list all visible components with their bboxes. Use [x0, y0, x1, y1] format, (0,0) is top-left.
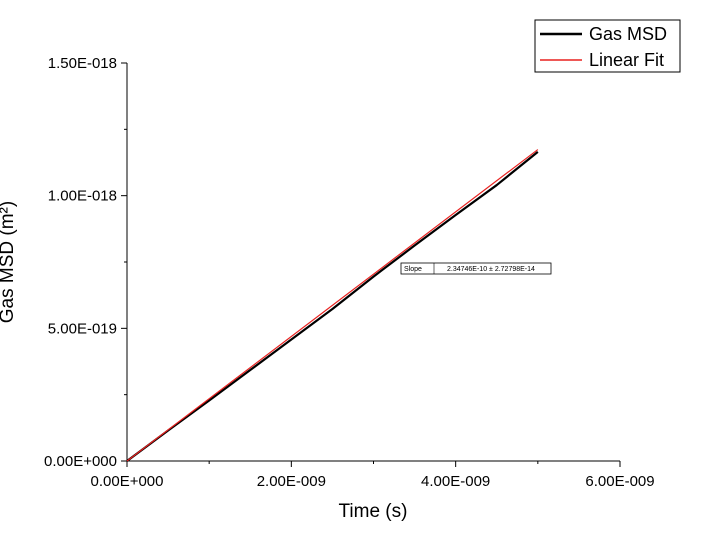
x-tick-label: 6.00E-009 — [585, 473, 654, 490]
y-tick-label: 0.00E+000 — [44, 453, 117, 470]
slope-table-box — [400, 262, 552, 275]
x-tick-label: 0.00E+000 — [91, 473, 164, 490]
slope-table: Slope 2.34746E-10 ± 2.72798E-14 — [400, 262, 552, 275]
y-tick-label: 1.00E-018 — [48, 188, 117, 205]
y-tick-label: 1.50E-018 — [48, 55, 117, 72]
legend: Gas MSD Linear Fit — [534, 19, 681, 73]
x-tick-label: 2.00E-009 — [257, 473, 326, 490]
slope-table-label: Slope — [404, 266, 422, 273]
x-axis-title: Time (s) — [339, 501, 408, 522]
legend-box — [534, 19, 681, 73]
y-ticks: 0.00E+000 5.00E-019 1.00E-018 1.50E-018 — [44, 55, 127, 470]
legend-label-linear-fit: Linear Fit — [589, 50, 664, 70]
slope-table-value: 2.34746E-10 ± 2.72798E-14 — [447, 266, 535, 273]
series-line-linear-fit — [126, 149, 539, 462]
series-layer — [126, 149, 539, 462]
series-line-gas-msd — [126, 151, 539, 462]
x-tick-label: 4.00E-009 — [421, 473, 490, 490]
x-ticks: 0.00E+000 2.00E-009 4.00E-009 6.00E-009 — [91, 461, 655, 490]
legend-label-gas-msd: Gas MSD — [589, 24, 667, 44]
y-axis-title: Gas MSD (m²) — [0, 201, 18, 323]
y-tick-label: 5.00E-019 — [48, 320, 117, 337]
